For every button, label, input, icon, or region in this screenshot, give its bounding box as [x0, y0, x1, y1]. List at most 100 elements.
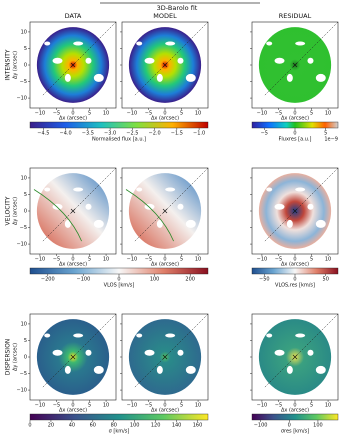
x-tick-label: 0 — [163, 403, 166, 409]
x-tick-label: −5 — [53, 403, 60, 409]
center-marker — [70, 62, 76, 68]
masked-region — [52, 57, 63, 64]
masked-region — [156, 365, 163, 374]
x-tick-label: 10 — [195, 111, 201, 117]
colorbar-tick-label: −4.5 — [37, 131, 49, 137]
colorbar-tick-label: 5 — [324, 131, 327, 137]
masked-region — [165, 187, 176, 192]
colorbar-label: VLOS,res [km/s] — [275, 283, 315, 289]
x-tick-label: 0 — [293, 111, 296, 117]
center-marker — [292, 354, 298, 360]
masked-region — [73, 41, 84, 46]
masked-region — [93, 219, 104, 228]
x-axis-label: Δx (arcsec) — [281, 408, 309, 414]
y-tick-label: 0 — [24, 355, 27, 361]
map-panel: −10 −5 0 5 10 Δx (arcsec) — [120, 21, 209, 122]
zero-contour — [125, 189, 174, 242]
map — [36, 314, 116, 395]
y-tick-label: 10 — [21, 321, 27, 327]
masked-region — [307, 57, 314, 64]
colorbar-fill — [29, 413, 209, 421]
masked-region — [144, 349, 155, 356]
map-panel: −10 −5 0 5 10 Δx (arcsec) — [120, 167, 209, 268]
colorbar-fill — [251, 121, 339, 129]
masked-region — [93, 73, 104, 82]
x-tick-label: 5 — [310, 403, 313, 409]
colorbar-tick-label: −4.0 — [60, 131, 72, 137]
colorbar-fill — [29, 121, 209, 129]
masked-region — [274, 203, 285, 210]
map-panel: −10 −5 0 5 10 −10 −5 0 5 10 Δx (arcsec) — [16, 313, 117, 414]
masked-region — [52, 349, 63, 356]
masked-region — [286, 73, 293, 82]
x-tick-label: 5 — [310, 257, 313, 263]
masked-region — [165, 41, 176, 46]
masked-region — [295, 333, 306, 338]
x-tick-label: −10 — [127, 111, 138, 117]
colorbar-tick-label: −100 — [77, 277, 91, 283]
colorbar-tick-label: 100 — [313, 423, 323, 429]
colorbar: 0 20 40 60 80 100 120 140 160 σ [km/s] — [28, 413, 209, 435]
center-marker — [70, 354, 76, 360]
x-axis-label: Δx (arcsec) — [151, 116, 179, 122]
masked-region — [315, 73, 326, 82]
colorbar-label: σ [km/s] — [109, 429, 130, 435]
colorbar-tick-label: −5 — [261, 131, 268, 137]
y-tick-label: −10 — [16, 96, 27, 102]
x-tick-label: 10 — [325, 111, 331, 117]
x-tick-label: −5 — [275, 111, 282, 117]
map — [128, 22, 208, 103]
y-tick-label: −5 — [20, 371, 27, 377]
column-header: MODEL — [153, 12, 177, 20]
map — [128, 314, 208, 395]
x-tick-label: −10 — [35, 403, 46, 409]
masked-region — [136, 333, 143, 338]
x-tick-label: 10 — [103, 257, 109, 263]
colorbar-tick-label: −1.0 — [193, 131, 205, 137]
map — [258, 168, 338, 249]
colorbar-label: Normalised flux [a.u.] — [92, 137, 146, 143]
masked-region — [85, 57, 92, 64]
colorbar-tick-label: 50 — [323, 277, 329, 283]
y-tick-label: 5 — [24, 338, 27, 344]
masked-region — [156, 219, 163, 228]
x-tick-label: −5 — [53, 111, 60, 117]
masked-region — [73, 333, 84, 338]
center-marker — [162, 62, 168, 68]
masked-region — [185, 365, 196, 374]
x-tick-label: 0 — [293, 403, 296, 409]
colorbar: −50 0 50 VLOS,res [km/s] — [251, 267, 339, 289]
x-tick-label: 0 — [71, 111, 74, 117]
masked-region — [286, 365, 293, 374]
center-marker — [162, 208, 168, 214]
x-tick-label: 0 — [293, 257, 296, 263]
center-marker — [162, 354, 168, 360]
column-header: RESIDUAL — [279, 12, 312, 20]
x-tick-label: 5 — [88, 257, 91, 263]
figure-title: 3D-Barolo fit — [157, 4, 198, 12]
map — [33, 168, 116, 249]
colorbar-tick-label: 200 — [185, 277, 195, 283]
y-tick-label: 10 — [21, 29, 27, 35]
y-tick-label: 5 — [24, 46, 27, 52]
colorbar-tick-label: 140 — [172, 423, 182, 429]
x-tick-label: −5 — [145, 111, 152, 117]
masked-region — [93, 365, 104, 374]
masked-region — [177, 57, 184, 64]
x-tick-label: 0 — [71, 403, 74, 409]
map-panel: −10 −5 0 5 10 Δx (arcsec) — [250, 313, 339, 414]
map-panel: −10 −5 0 5 10 Δx (arcsec) — [250, 21, 339, 122]
colorbar-label: VLOS [km/s] — [104, 283, 135, 289]
x-tick-label: −5 — [275, 403, 282, 409]
colorbar-tick-label: 100 — [130, 423, 140, 429]
masked-region — [165, 333, 176, 338]
column-header: DATA — [65, 12, 82, 20]
y-tick-label: 5 — [24, 192, 27, 198]
zero-contour — [33, 189, 82, 242]
x-tick-label: −10 — [35, 111, 46, 117]
colorbar-tick-label: 120 — [151, 423, 161, 429]
x-tick-label: 10 — [195, 403, 201, 409]
x-tick-label: −5 — [145, 403, 152, 409]
x-tick-label: −10 — [127, 257, 138, 263]
